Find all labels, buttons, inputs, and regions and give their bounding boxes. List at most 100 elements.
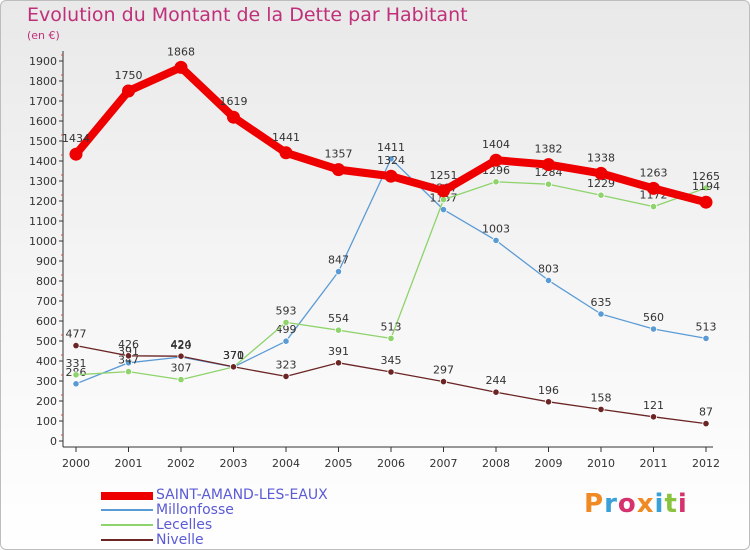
data-point [282, 318, 290, 326]
data-label: 1003 [482, 222, 510, 235]
x-tick-label: 2010 [587, 457, 615, 470]
data-point [597, 405, 605, 413]
x-tick-label: 2007 [430, 457, 458, 470]
data-label: 1194 [692, 180, 720, 193]
x-tick-label: 2003 [220, 457, 248, 470]
data-point [647, 181, 660, 195]
data-point [544, 398, 553, 406]
data-label: 1868 [167, 45, 195, 58]
data-label: 297 [433, 364, 454, 377]
data-label: 635 [591, 296, 612, 309]
x-tick-label: 2000 [62, 457, 90, 470]
data-label: 1251 [430, 169, 458, 182]
data-point [542, 158, 555, 172]
data-label: 196 [538, 384, 559, 397]
data-label: 1229 [587, 177, 615, 190]
chart-unit: (en €) [27, 29, 60, 42]
data-point [699, 195, 713, 209]
data-point [649, 413, 658, 421]
data-point [489, 153, 503, 167]
data-point [332, 163, 345, 177]
y-tick-label: 1700 [29, 95, 57, 108]
data-point [72, 341, 80, 350]
data-point [702, 184, 710, 192]
data-label: 1619 [220, 95, 248, 108]
data-label: 1434 [62, 132, 90, 145]
y-tick-label: 700 [36, 295, 57, 308]
data-point [282, 372, 290, 380]
legend-label: Nivelle [156, 532, 204, 548]
data-label: 1265 [692, 170, 720, 183]
y-tick-label: 1300 [29, 175, 57, 188]
data-label: 1263 [640, 166, 668, 179]
data-point [279, 146, 293, 160]
data-point [124, 352, 133, 360]
data-label: 1750 [115, 69, 143, 82]
data-label: 1404 [482, 138, 510, 151]
data-point [177, 352, 185, 360]
proxiti-logo: Proxiti [584, 489, 688, 519]
data-point [124, 367, 133, 376]
y-tick-label: 300 [36, 375, 57, 388]
data-point [124, 359, 133, 367]
data-label: 1382 [535, 143, 563, 156]
y-tick-label: 1400 [29, 155, 57, 168]
data-point [544, 276, 553, 284]
data-label: 391 [328, 345, 349, 358]
logo-letter: r [604, 489, 618, 519]
y-tick-label: 1000 [29, 235, 57, 248]
logo-letter: t [664, 489, 678, 519]
data-label: 244 [486, 374, 507, 387]
data-label: 345 [381, 354, 402, 367]
data-label: 513 [696, 320, 717, 333]
data-label: 323 [276, 358, 297, 371]
y-tick-label: 200 [36, 395, 57, 408]
x-tick-label: 2002 [167, 457, 195, 470]
data-point [387, 155, 395, 163]
y-tick-label: 1200 [29, 195, 57, 208]
y-tick-label: 1500 [29, 135, 57, 148]
x-tick-label: 2001 [115, 457, 143, 470]
data-point [384, 169, 398, 183]
data-label: 424 [171, 338, 192, 351]
data-point [702, 334, 710, 342]
data-point [334, 326, 343, 334]
data-label: 554 [328, 312, 349, 325]
legend-swatch [101, 539, 153, 541]
x-tick-label: 2009 [535, 457, 563, 470]
data-label: 593 [276, 304, 297, 317]
y-tick-label: 1900 [29, 55, 57, 68]
data-point [649, 203, 658, 211]
y-tick-label: 1100 [29, 215, 57, 228]
y-tick-label: 0 [50, 435, 57, 448]
x-tick-label: 2008 [482, 457, 510, 470]
data-label: 477 [66, 328, 87, 341]
data-point [122, 84, 135, 98]
data-point [174, 60, 188, 74]
y-tick-label: 500 [36, 335, 57, 348]
data-point [229, 363, 238, 371]
logo-letter: i [677, 489, 688, 519]
data-label: 1338 [587, 151, 615, 164]
y-tick-label: 1800 [29, 75, 57, 88]
data-point [702, 419, 710, 428]
logo-letter: x [636, 489, 655, 519]
data-point [334, 359, 343, 367]
legend-swatch [101, 492, 153, 500]
logo-letter: o [617, 489, 637, 519]
data-label: 121 [643, 399, 664, 412]
data-label: 426 [118, 338, 139, 351]
data-label: 370 [223, 349, 244, 362]
legend-label: Lecelles [156, 517, 213, 533]
data-point [72, 380, 80, 388]
y-tick-label: 400 [36, 355, 57, 368]
data-label: 847 [328, 254, 349, 267]
y-tick-label: 1600 [29, 115, 57, 128]
data-label: 513 [381, 320, 402, 333]
data-point [597, 310, 605, 318]
data-point [387, 334, 395, 342]
data-label: 1411 [377, 141, 405, 154]
logo-letter: i [654, 489, 665, 519]
y-tick-label: 900 [36, 255, 57, 268]
data-label: 158 [591, 391, 612, 404]
